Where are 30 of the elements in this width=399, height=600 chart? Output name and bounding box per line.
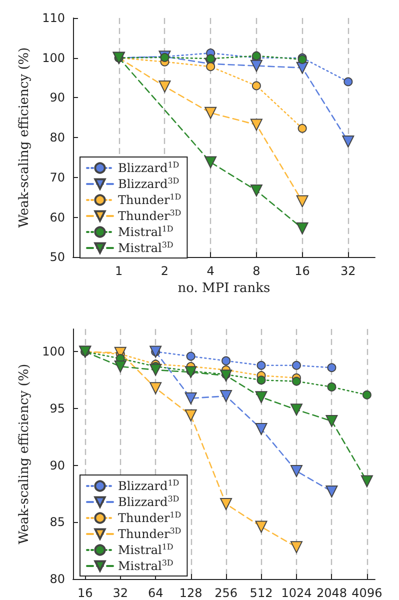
- x-tick-label: 2048: [316, 586, 347, 600]
- x-tick-label: 8: [252, 264, 260, 278]
- x-tick-label: 2: [160, 264, 169, 278]
- y-tick-label: 95: [50, 402, 65, 416]
- x-tick-label: 1: [115, 264, 123, 278]
- x-tick-label: 16: [294, 264, 310, 278]
- x-tick-label: 512: [250, 586, 273, 600]
- x-tick-label: 16: [78, 586, 93, 600]
- y-tick-label: 70: [50, 170, 65, 184]
- x-tick-label: 1024: [281, 586, 312, 600]
- y-tick-label: 50: [50, 250, 65, 264]
- x-tick-label: 64: [148, 586, 164, 600]
- y-tick-label: 100: [42, 344, 65, 359]
- y-tick-label: 85: [50, 515, 65, 530]
- x-tick-label: 4: [206, 264, 214, 278]
- x-tick-label: 256: [214, 586, 238, 600]
- x-tick-label: 4096: [352, 586, 382, 600]
- y-tick-label: 60: [50, 210, 65, 224]
- x-tick-label: 128: [179, 586, 202, 600]
- y-tick-label: 90: [50, 458, 65, 472]
- y-tick-label: 90: [50, 90, 65, 105]
- y-tick-label: 80: [50, 130, 65, 145]
- x-tick-label: 32: [340, 264, 356, 278]
- y-axis-title: Weak-scaling efficiency (%): [17, 47, 32, 228]
- x-axis-title: no. MPI ranks: [178, 281, 270, 296]
- y-tick-label: 80: [50, 572, 65, 586]
- y-axis-title: Weak-scaling efficiency (%): [17, 364, 32, 544]
- y-tick-label: 100: [42, 50, 65, 65]
- x-tick-label: 32: [112, 586, 128, 600]
- y-tick-label: 110: [42, 11, 65, 25]
